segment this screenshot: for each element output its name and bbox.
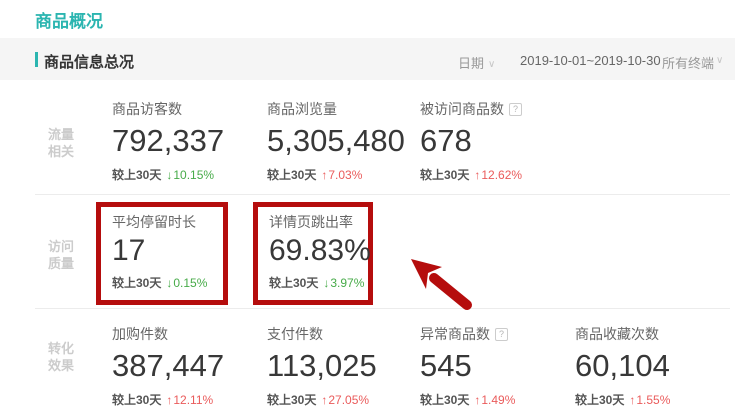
metric-change: 较上30天 ↓0.15% — [112, 274, 207, 291]
metric-card-item-favorites: 商品收藏次数 60,104 较上30天 ↑1.55% — [575, 324, 670, 408]
metric-change: 较上30天 ↑12.11% — [112, 391, 224, 408]
metric-label-text: 异常商品数 — [420, 326, 490, 342]
help-icon[interactable]: ? — [495, 328, 508, 341]
date-range-value[interactable]: 2019-10-01~2019-10-30 — [520, 53, 661, 68]
category-label-conversion: 转化 效果 — [48, 341, 75, 373]
chevron-down-icon[interactable]: ∨ — [716, 55, 724, 66]
delta-value: 27.05% — [328, 393, 370, 407]
metric-value: 60,104 — [575, 348, 670, 383]
metric-label: 商品浏览量 — [267, 101, 337, 117]
arrow-down-icon: ↓ — [166, 276, 173, 290]
trend-delta: ↑12.11% — [166, 393, 213, 407]
metric-label: 商品访客数 — [112, 101, 182, 117]
panel-header: 商品信息总况 日期 ∨ 2019-10-01~2019-10-30 所有终端 ∨ — [0, 38, 735, 80]
metric-card-paid-items: 支付件数 113,025 较上30天 ↑27.05% — [267, 324, 377, 408]
highlight-box: 详情页跳出率 69.83% 较上30天 ↓3.97% — [253, 202, 373, 305]
metric-value: 678 — [420, 123, 472, 158]
trend-delta: ↑1.55% — [629, 393, 670, 407]
trend-delta: ↓3.97% — [323, 276, 364, 290]
arrow-down-icon: ↓ — [323, 276, 330, 290]
metric-label: 支付件数 — [267, 326, 323, 342]
arrow-up-icon: ↑ — [629, 393, 636, 407]
arrow-up-icon: ↑ — [321, 393, 328, 407]
metric-value: 387,447 — [112, 348, 225, 383]
metric-card-item-visitors: 商品访客数 792,337 较上30天 ↓10.15% — [112, 99, 224, 183]
category-label-visit-quality: 访问 质量 — [48, 239, 75, 271]
metric-change: 较上30天 ↑1.55% — [575, 391, 670, 408]
compare-label: 较上30天 — [269, 276, 319, 290]
compare-label: 较上30天 — [112, 276, 162, 290]
trend-delta: ↓10.15% — [166, 168, 214, 182]
row-divider — [35, 194, 730, 195]
metric-card-avg-stay-time: 平均停留时长 17 较上30天 ↓0.15% — [112, 212, 207, 291]
category-label-traffic: 流量 相关 — [48, 127, 75, 159]
arrow-up-icon: ↑ — [321, 168, 328, 182]
metric-change: 较上30天 ↑12.62% — [420, 166, 522, 183]
delta-value: 12.62% — [481, 168, 523, 182]
help-icon[interactable]: ? — [509, 103, 522, 116]
page-title: 商品概况 — [35, 12, 103, 31]
highlight-box: 平均停留时长 17 较上30天 ↓0.15% — [96, 202, 228, 305]
chevron-down-icon: ∨ — [488, 59, 496, 70]
metric-change: 较上30天 ↓10.15% — [112, 166, 224, 183]
delta-value: 12.11% — [173, 393, 214, 407]
compare-label: 较上30天 — [112, 168, 162, 182]
arrow-up-icon: ↑ — [474, 168, 481, 182]
trend-delta: ↑7.03% — [321, 168, 362, 182]
metric-change: 较上30天 ↑7.03% — [267, 166, 405, 183]
metric-label: 详情页跳出率 — [269, 214, 353, 230]
panel-title: 商品信息总况 — [44, 54, 135, 71]
metric-value: 17 — [112, 234, 146, 267]
compare-label: 较上30天 — [420, 168, 470, 182]
date-filter-label: 日期 — [458, 56, 485, 71]
metric-label: 平均停留时长 — [112, 214, 196, 230]
metric-label: 被访问商品数? — [420, 99, 522, 119]
metric-card-visited-items: 被访问商品数? 678 较上30天 ↑12.62% — [420, 99, 522, 183]
trend-delta: ↑27.05% — [321, 393, 369, 407]
trend-delta: ↑12.62% — [474, 168, 522, 182]
metric-value: 5,305,480 — [267, 123, 405, 158]
metric-change: 较上30天 ↑1.49% — [420, 391, 515, 408]
metric-card-add-to-cart: 加购件数 387,447 较上30天 ↑12.11% — [112, 324, 224, 408]
compare-label: 较上30天 — [112, 393, 162, 407]
compare-label: 较上30天 — [420, 393, 470, 407]
trend-delta: ↓0.15% — [166, 276, 207, 290]
date-filter-dropdown[interactable]: 日期 ∨ — [458, 53, 495, 72]
delta-value: 0.15% — [173, 276, 208, 290]
metric-value: 545 — [420, 348, 472, 383]
compare-label: 较上30天 — [575, 393, 625, 407]
terminal-filter-dropdown[interactable]: 所有终端 — [662, 56, 715, 71]
panel-title-accent-bar — [35, 52, 38, 67]
metric-value: 792,337 — [112, 123, 225, 158]
compare-label: 较上30天 — [267, 393, 317, 407]
metric-card-item-pageviews: 商品浏览量 5,305,480 较上30天 ↑7.03% — [267, 99, 405, 183]
delta-value: 10.15% — [173, 168, 215, 182]
arrow-down-icon: ↓ — [166, 168, 173, 182]
metric-label-text: 被访问商品数 — [420, 101, 504, 117]
delta-value: 7.03% — [328, 168, 363, 182]
metric-card-detail-bounce-rate: 详情页跳出率 69.83% 较上30天 ↓3.97% — [269, 212, 371, 291]
metric-label: 加购件数 — [112, 326, 168, 342]
metric-value: 113,025 — [267, 348, 377, 383]
row-divider — [35, 308, 730, 309]
metric-change: 较上30天 ↓3.97% — [269, 274, 371, 291]
delta-value: 3.97% — [330, 276, 365, 290]
arrow-up-icon: ↑ — [474, 393, 481, 407]
metric-label: 商品收藏次数 — [575, 326, 659, 342]
metric-change: 较上30天 ↑27.05% — [267, 391, 377, 408]
metric-label: 异常商品数? — [420, 324, 515, 344]
delta-value: 1.55% — [636, 393, 671, 407]
delta-value: 1.49% — [481, 393, 516, 407]
metric-value: 69.83% — [269, 234, 371, 267]
compare-label: 较上30天 — [267, 168, 317, 182]
trend-delta: ↑1.49% — [474, 393, 515, 407]
metric-card-abnormal-items: 异常商品数? 545 较上30天 ↑1.49% — [420, 324, 515, 408]
arrow-up-icon: ↑ — [166, 393, 173, 407]
